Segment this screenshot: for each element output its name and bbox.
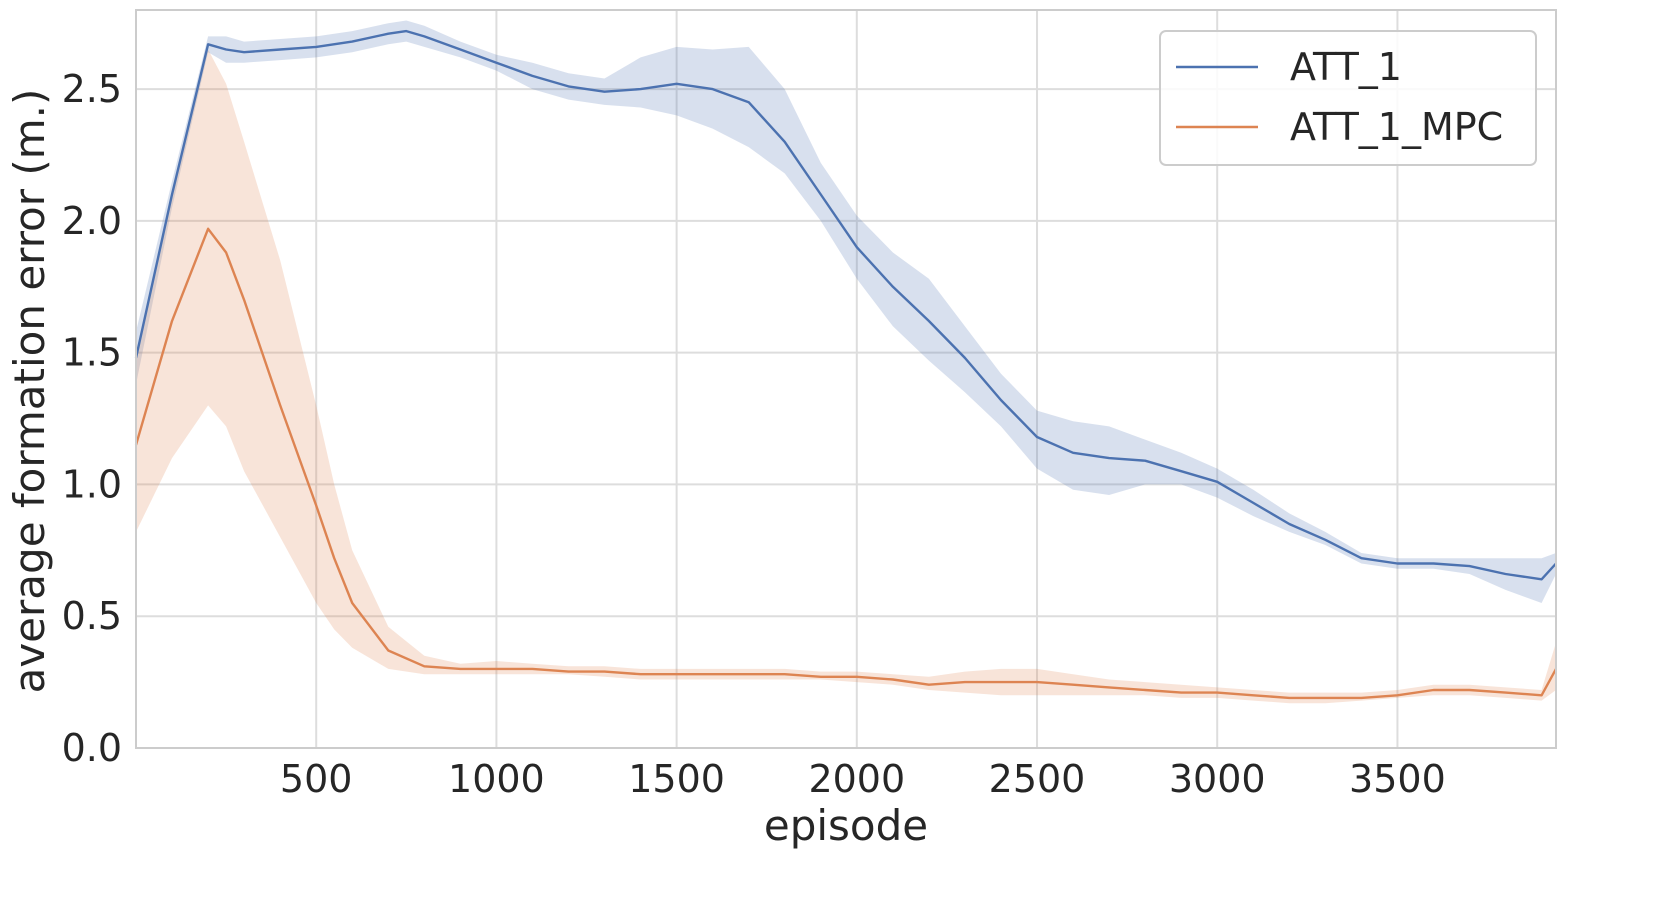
series-line xyxy=(134,29,1557,581)
y-tick-label: 1.0 xyxy=(62,462,122,506)
legend-box xyxy=(1159,30,1537,166)
x-tick-label: 1000 xyxy=(448,757,545,801)
plot-frame xyxy=(135,9,1557,749)
x-tick-label: 2500 xyxy=(989,757,1086,801)
x-tick-label: 500 xyxy=(280,757,353,801)
x-tick-label: 3500 xyxy=(1349,757,1446,801)
x-tick-labels: 500 1000 1500 2000 2500 3000 3500 xyxy=(280,757,1446,801)
legend-label: ATT_1_MPC xyxy=(1290,105,1503,149)
y-tick-label: 0.0 xyxy=(62,726,122,770)
y-axis-label: average formation error (m.) xyxy=(5,89,54,694)
y-tick-label: 1.5 xyxy=(62,331,122,375)
series-line xyxy=(134,227,1558,700)
legend-label: ATT_1 xyxy=(1290,45,1402,89)
x-tick-label: 3000 xyxy=(1169,757,1266,801)
y-tick-label: 2.5 xyxy=(62,67,122,111)
x-tick-label: 1500 xyxy=(628,757,725,801)
y-tick-label: 2.0 xyxy=(62,199,122,243)
y-tick-labels: 0.0 0.5 1.0 1.5 2.0 2.5 xyxy=(62,67,122,770)
series-lines xyxy=(134,29,1558,700)
y-tick-label: 0.5 xyxy=(62,594,122,638)
x-tick-label: 2000 xyxy=(808,757,905,801)
x-axis-label: episode xyxy=(764,801,928,850)
legend: ATT_1 ATT_1_MPC xyxy=(1159,30,1537,166)
